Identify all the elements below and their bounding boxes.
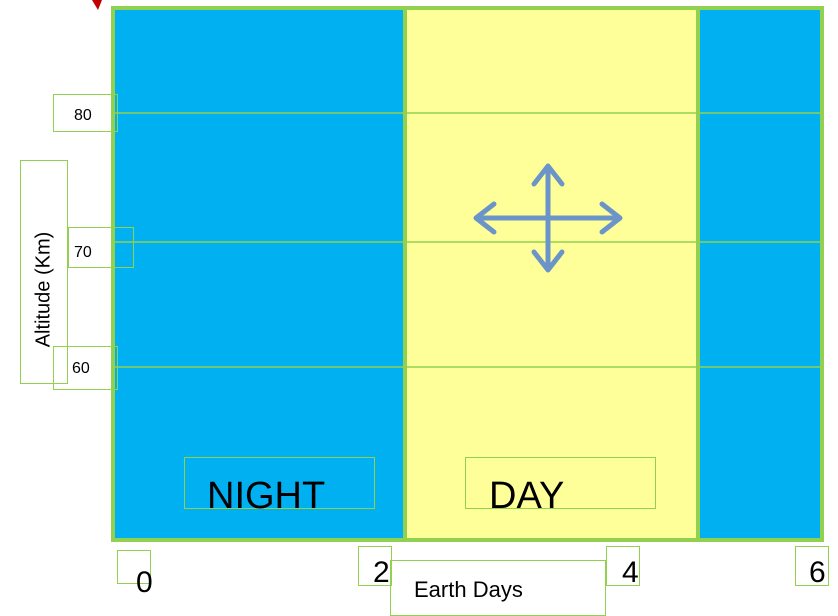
y-tick-label-70: 70: [74, 244, 92, 261]
night-label-box: [184, 457, 375, 509]
x-tick-label-2: 2: [373, 556, 390, 589]
plot-frame: [111, 6, 824, 542]
corner-mark: [92, 0, 102, 10]
y-axis-title-box: [20, 160, 68, 384]
y-tick-label-60: 60: [72, 360, 90, 377]
y-tick-box-70: [68, 227, 134, 268]
night-band-right: [698, 8, 822, 540]
y-tick-box-80: [53, 94, 118, 132]
day-band: [405, 8, 698, 540]
y-axis-title: Altitude (Km): [32, 231, 55, 348]
x-tick-label-4: 4: [622, 556, 639, 589]
day-label: DAY: [489, 475, 565, 517]
x-tick-box-4: [606, 546, 640, 586]
x-tick-label-0: 0: [136, 566, 153, 599]
night-band: [113, 8, 405, 540]
night-label: NIGHT: [207, 475, 326, 517]
x-axis-title: Earth Days: [414, 577, 523, 602]
x-tick-label-6: 6: [809, 556, 826, 589]
y-tick-label-80: 80: [74, 107, 92, 124]
y-tick-box-60: [53, 346, 118, 390]
four-way-arrow-icon: [473, 163, 623, 273]
x-tick-box-2: [358, 546, 392, 586]
day-label-box: [465, 457, 656, 509]
x-tick-box-6: [795, 546, 829, 586]
x-tick-box-0: [117, 550, 151, 584]
